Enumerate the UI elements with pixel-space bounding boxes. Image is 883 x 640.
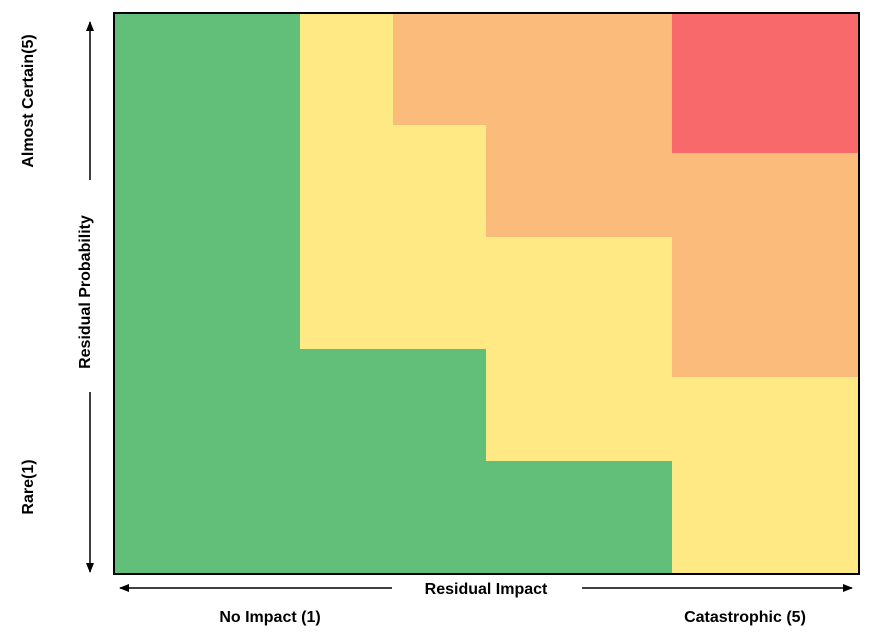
- heatmap-cell-green-0: [114, 13, 300, 574]
- y-axis-title: Residual Probability: [77, 215, 94, 369]
- x-axis-title: Residual Impact: [425, 581, 548, 598]
- heatmap-cell-orange-9: [672, 153, 859, 377]
- heatmap-cell-orange-4: [486, 125, 672, 237]
- heatmap-cell-yellow-10: [672, 377, 859, 574]
- heatmap-cell-yellow-1: [300, 13, 393, 349]
- heatmap-cell-green-7: [486, 461, 672, 574]
- heatmap-cell-red-8: [672, 13, 859, 153]
- heatmap-cell-yellow-5: [486, 237, 672, 461]
- y-axis-top-label: Almost Certain(5): [20, 34, 37, 167]
- heatmap-cell-orange-2: [393, 13, 672, 125]
- x-axis-left-label: No Impact (1): [219, 609, 320, 626]
- heatmap-grid: [114, 13, 859, 574]
- heatmap-cell-yellow-3: [393, 125, 486, 349]
- heatmap-border: [113, 12, 860, 575]
- heatmap-cell-green-6: [300, 349, 486, 574]
- x-axis-right-label: Catastrophic (5): [684, 609, 806, 626]
- y-axis-bottom-label: Rare(1): [20, 459, 37, 514]
